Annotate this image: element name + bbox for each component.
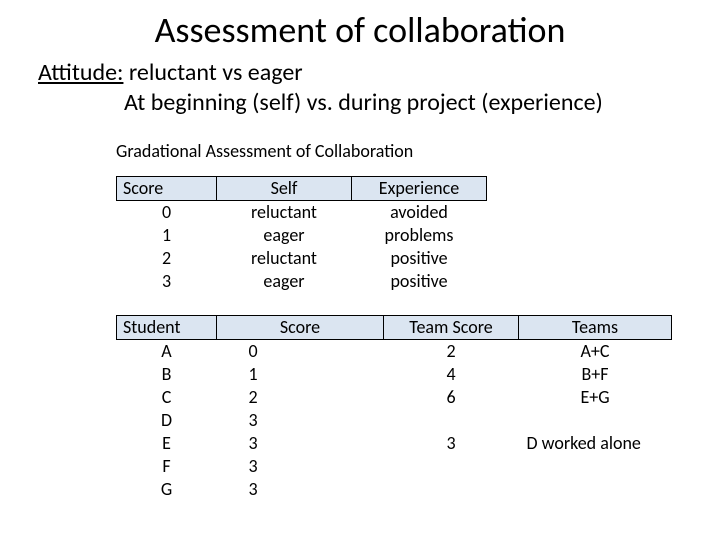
cell: eager <box>217 224 352 247</box>
cell: 3 <box>217 409 384 432</box>
cell: positive <box>352 270 487 293</box>
col-header-teams: Teams <box>519 316 672 340</box>
cell: 1 <box>217 363 384 386</box>
attitude-block: Attitude: reluctant vs eager At beginnin… <box>38 58 720 118</box>
cell <box>519 409 672 432</box>
cell: 6 <box>384 386 519 409</box>
col-header-experience: Experience <box>352 177 487 201</box>
cell: positive <box>352 247 487 270</box>
col-header-score2: Score <box>217 316 384 340</box>
cell: B <box>117 363 217 386</box>
table-row: 1 eager problems <box>117 224 487 247</box>
col-header-score: Score <box>117 177 217 201</box>
cell: A <box>117 340 217 364</box>
cell: A+C <box>519 340 672 364</box>
slide-title: Assessment of collaboration <box>0 0 720 52</box>
table-row: 0 reluctant avoided <box>117 201 487 225</box>
cell: G <box>117 478 217 501</box>
col-header-teamscore: Team Score <box>384 316 519 340</box>
cell: problems <box>352 224 487 247</box>
section-header: Gradational Assessment of Collaboration <box>116 140 720 162</box>
cell <box>519 455 672 478</box>
cell: E+G <box>519 386 672 409</box>
table-row: B 1 4 B+F <box>117 363 672 386</box>
table-row: C 2 6 E+G <box>117 386 672 409</box>
cell: 3 <box>384 432 519 455</box>
table-students: Student Score Team Score Teams A 0 2 A+C… <box>116 315 672 501</box>
col-header-student: Student <box>117 316 217 340</box>
col-header-self: Self <box>217 177 352 201</box>
table-row: Score Self Experience <box>117 177 487 201</box>
cell: 0 <box>117 201 217 225</box>
table-row: A 0 2 A+C <box>117 340 672 364</box>
table-row: 3 eager positive <box>117 270 487 293</box>
table-row: E 3 3 D worked alone <box>117 432 672 455</box>
cell <box>384 409 519 432</box>
cell: 3 <box>217 478 384 501</box>
cell: avoided <box>352 201 487 225</box>
cell: C <box>117 386 217 409</box>
cell: 3 <box>217 432 384 455</box>
cell: E <box>117 432 217 455</box>
cell: 4 <box>384 363 519 386</box>
cell: 0 <box>217 340 384 364</box>
table-row: D 3 <box>117 409 672 432</box>
attitude-rest: reluctant vs eager <box>123 58 302 87</box>
cell <box>384 455 519 478</box>
attitude-line-2: At beginning (self) vs. during project (… <box>124 88 720 118</box>
table-row: Student Score Team Score Teams <box>117 316 672 340</box>
cell: eager <box>217 270 352 293</box>
cell: 3 <box>217 455 384 478</box>
cell: reluctant <box>217 201 352 225</box>
cell: D worked alone <box>519 432 672 455</box>
cell: 1 <box>117 224 217 247</box>
cell: 2 <box>217 386 384 409</box>
cell: 2 <box>117 247 217 270</box>
cell: 3 <box>117 270 217 293</box>
attitude-label: Attitude: <box>38 58 123 87</box>
cell <box>519 478 672 501</box>
table-row: 2 reluctant positive <box>117 247 487 270</box>
cell: B+F <box>519 363 672 386</box>
cell: 2 <box>384 340 519 364</box>
cell <box>384 478 519 501</box>
attitude-line-1: Attitude: reluctant vs eager <box>38 58 720 88</box>
table-row: F 3 <box>117 455 672 478</box>
cell: F <box>117 455 217 478</box>
cell: reluctant <box>217 247 352 270</box>
cell: D <box>117 409 217 432</box>
table-row: G 3 <box>117 478 672 501</box>
table-gradational: Score Self Experience 0 reluctant avoide… <box>116 176 487 293</box>
